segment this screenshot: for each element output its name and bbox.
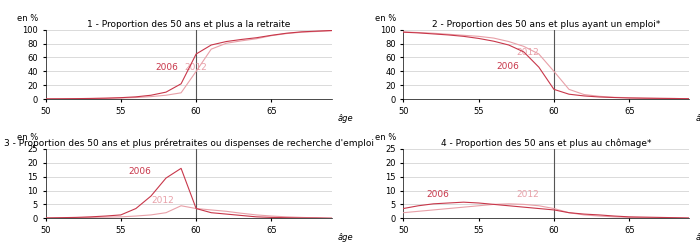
Text: âge: âge	[695, 114, 700, 123]
Text: 2006: 2006	[426, 190, 449, 199]
Text: 2012: 2012	[517, 190, 539, 199]
Text: en %: en %	[374, 14, 396, 23]
Text: en %: en %	[374, 133, 396, 142]
Text: 2006: 2006	[155, 63, 178, 72]
Text: en %: en %	[17, 14, 38, 23]
Text: 2006: 2006	[497, 62, 519, 71]
Title: 3 - Proportion des 50 ans et plus préretraites ou dispenses de recherche d'emplo: 3 - Proportion des 50 ans et plus préret…	[4, 139, 374, 148]
Title: 2 - Proportion des 50 ans et plus ayant un emploi*: 2 - Proportion des 50 ans et plus ayant …	[432, 20, 661, 29]
Text: 2012: 2012	[517, 48, 539, 57]
Text: âge: âge	[695, 233, 700, 243]
Text: âge: âge	[337, 114, 353, 123]
Text: en %: en %	[17, 133, 38, 142]
Text: 2006: 2006	[128, 167, 151, 176]
Text: 2012: 2012	[184, 63, 206, 72]
Title: 4 - Proportion des 50 ans et plus au chômage*: 4 - Proportion des 50 ans et plus au chô…	[441, 139, 652, 148]
Title: 1 - Proportion des 50 ans et plus a la retraite: 1 - Proportion des 50 ans et plus a la r…	[87, 20, 290, 29]
Text: 2012: 2012	[151, 196, 174, 205]
Text: âge: âge	[337, 233, 353, 243]
